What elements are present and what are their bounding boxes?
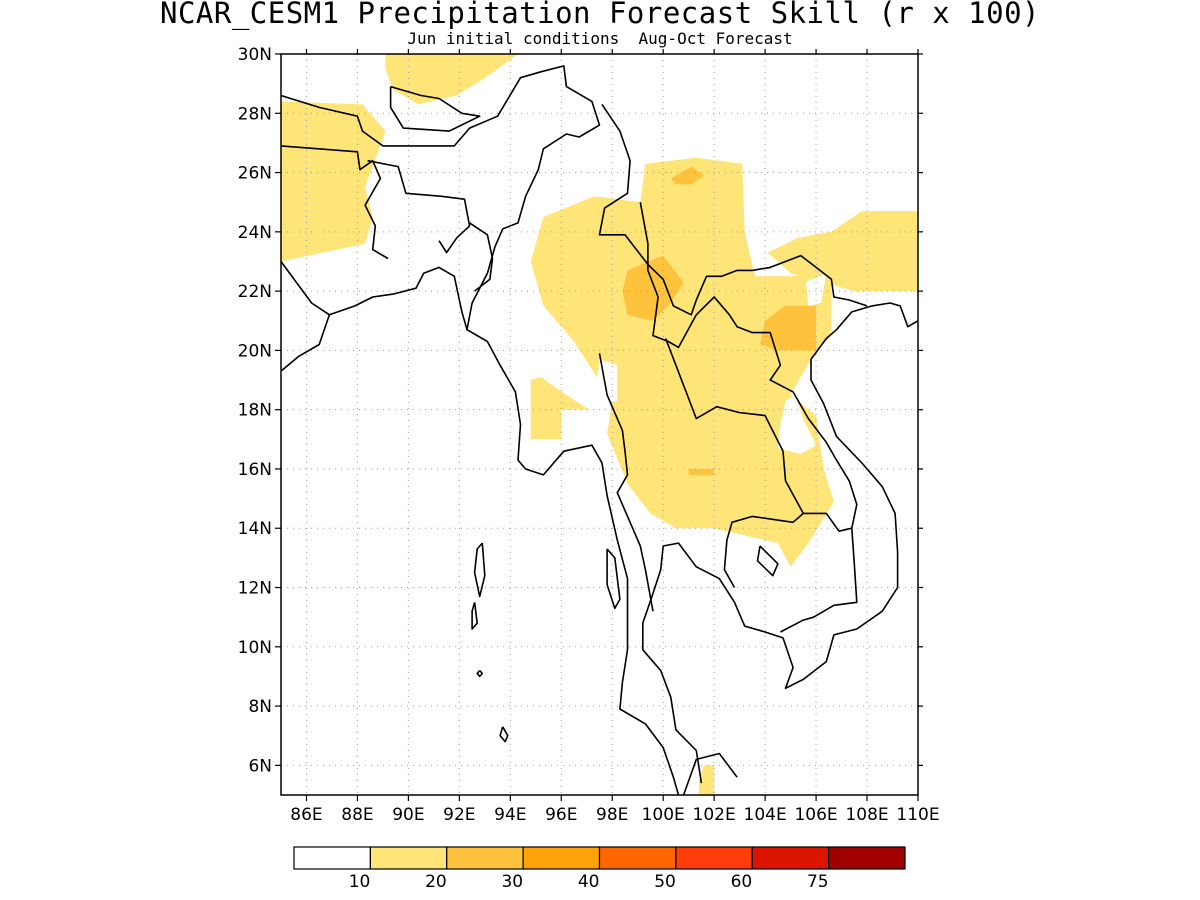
lat-label-16N: 16N [238,460,272,480]
skill-region-2 [530,157,834,567]
coastline-10 [598,353,654,612]
lon-label-88E: 88E [341,805,373,825]
coastline-3 [682,752,738,795]
skill-region-4 [530,377,590,440]
lat-label-8N: 8N [248,697,272,717]
lat-label-18N: 18N [238,401,272,421]
lon-label-94E: 94E [494,805,526,825]
skill-region-8 [670,166,704,185]
coastline-7 [469,222,494,292]
colorbar-swatch-4 [598,846,677,870]
coastline-4 [641,302,918,784]
skill-region-0 [281,101,386,262]
lat-label-10N: 10N [238,638,272,658]
lon-label-110E: 110E [896,805,939,825]
coastline-16 [499,726,509,743]
colorbar-swatch-5 [675,846,753,870]
coastline-1 [281,261,468,330]
lat-label-28N: 28N [238,104,272,124]
lat-label-6N: 6N [248,756,272,776]
lon-label-104E: 104E [744,805,787,825]
lon-label-106E: 106E [794,805,837,825]
colorbar-swatch-7 [828,846,906,870]
coastline-6 [367,159,471,254]
lon-label-108E: 108E [845,805,888,825]
colorbar-label-40: 40 [578,872,600,892]
lon-label-90E: 90E [392,805,424,825]
lat-label-22N: 22N [238,282,272,302]
colorbar-label-20: 20 [425,872,447,892]
colorbar-swatch-6 [751,846,830,870]
skill-region-10 [777,394,817,455]
coastline-11 [664,338,805,588]
colorbar-swatch-0 [293,846,371,870]
skill-region-12 [805,273,827,306]
skill-region-1 [385,54,518,105]
coastline-20 [389,85,481,132]
lat-label-14N: 14N [238,519,272,539]
coastlines-and-borders [281,65,918,795]
lat-label-26N: 26N [238,164,272,184]
skill-shading-layer [281,54,918,795]
lon-label-92E: 92E [443,805,475,825]
skill-region-3 [767,211,918,292]
coastline-15 [471,602,479,630]
lon-label-102E: 102E [693,805,736,825]
skill-region-9 [688,469,715,475]
lon-label-98E: 98E [596,805,628,825]
colorbar-swatch-3 [522,846,601,870]
coastline-2 [281,314,331,372]
colorbar: 10 20 30 40 50 60 75 [293,846,906,892]
lat-label-20N: 20N [238,341,272,361]
coastline-18 [606,548,621,610]
lon-label-100E: 100E [642,805,685,825]
coastline-8 [598,103,868,316]
colorbar-label-30: 30 [501,872,523,892]
lat-label-12N: 12N [238,579,272,599]
map-subtitle: Jun initial conditions Aug-Oct Forecast [407,29,793,48]
colorbar-label-60: 60 [731,872,753,892]
skill-region-5 [698,765,715,795]
coastline-13 [780,528,858,633]
coastline-9 [639,202,698,349]
colorbar-swatch-1 [369,846,448,870]
coastline-19 [756,545,779,577]
coastline-12 [695,296,858,533]
colorbar-label-50: 50 [654,872,676,892]
coastline-17 [476,669,484,678]
colorbar-label-10: 10 [349,872,371,892]
coastline-0 [281,65,680,795]
axes: 30N 28N 26N 24N 22N 20N 18N 16N 14N 12N 10N 8N 6N 86E… [238,45,940,825]
skill-region-7 [760,305,817,351]
lat-label-30N: 30N [238,45,272,65]
colorbar-swatch-2 [446,846,524,870]
lon-label-96E: 96E [545,805,577,825]
coastline-14 [473,542,486,598]
coastline-5 [281,145,389,260]
plot-frame [280,53,919,796]
lat-label-24N: 24N [238,223,272,243]
skill-region-6 [622,255,684,321]
lon-label-86E: 86E [290,805,322,825]
plot-area [281,54,918,795]
map-title: NCAR_CESM1 Precipitation Forecast Skill … [159,0,1040,30]
colorbar-label-75: 75 [807,872,829,892]
